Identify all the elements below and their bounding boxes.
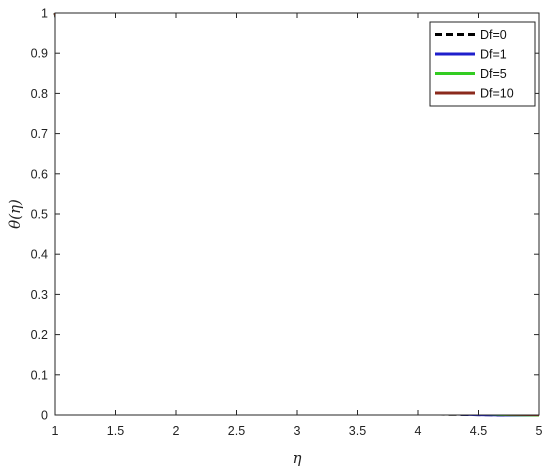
legend: Df=0 Df=1 Df=5 Df=10 [429, 21, 536, 107]
x-tick-label: 1 [52, 424, 59, 438]
x-tick-label: 3.5 [349, 424, 366, 438]
x-axis-label: η [293, 449, 302, 467]
x-tick-label: 4 [415, 424, 422, 438]
y-tick-label: 0.4 [31, 248, 48, 262]
y-tick-label: 0.9 [31, 47, 48, 61]
x-tick-label: 1.5 [107, 424, 124, 438]
legend-label-2: Df=1 [480, 48, 507, 62]
y-tick-label: 1 [41, 7, 48, 21]
x-tick-label: 5 [536, 424, 543, 438]
legend-label-1: Df=0 [480, 28, 507, 42]
y-tick-label: 0.3 [31, 288, 48, 302]
y-axis-label: θ(η) [6, 199, 24, 229]
legend-label-4: Df=10 [480, 87, 514, 101]
x-tick-label: 3 [294, 424, 301, 438]
y-tick-label: 0.6 [31, 167, 48, 181]
x-tick-label: 2 [173, 424, 180, 438]
y-tick-label: 0.7 [31, 127, 48, 141]
y-tick-label: 0.5 [31, 208, 48, 222]
y-tick-label: 0 [41, 409, 48, 423]
y-tick-label: 0.2 [31, 328, 48, 342]
y-tick-label: 0.8 [31, 87, 48, 101]
y-tick-label: 0.1 [31, 368, 48, 382]
x-tick-label: 4.5 [470, 424, 487, 438]
legend-label-3: Df=5 [480, 67, 507, 81]
x-tick-label: 2.5 [228, 424, 245, 438]
